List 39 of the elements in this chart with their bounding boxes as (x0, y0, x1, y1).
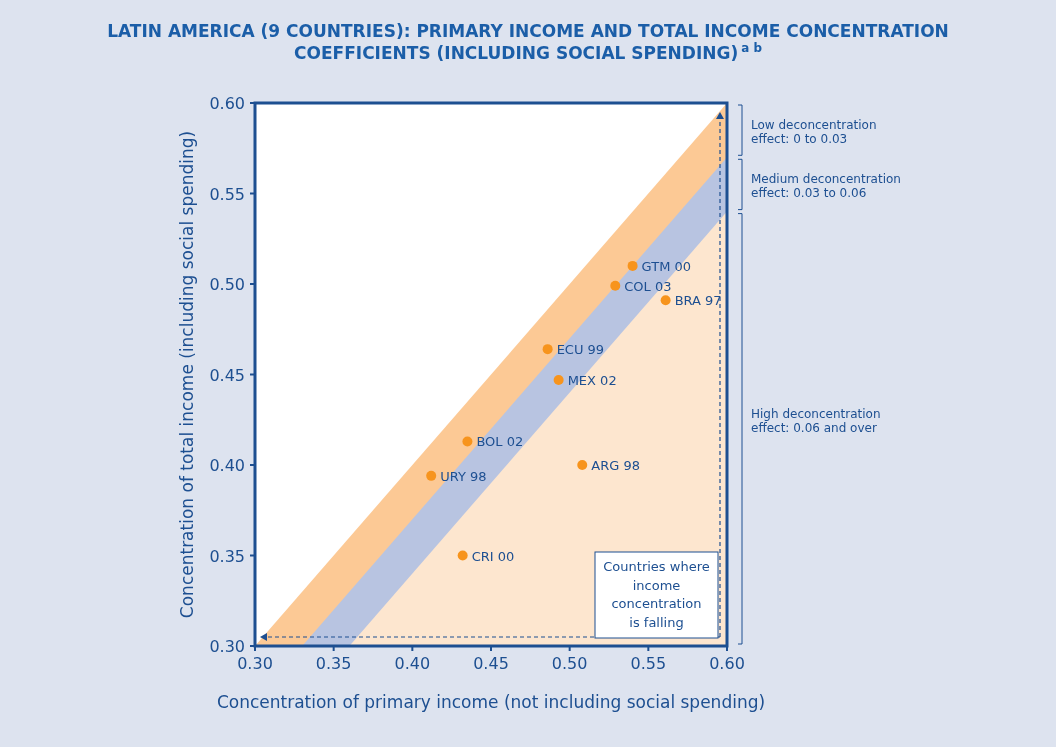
point (457, 550, 468, 561)
y-tick-label: 0.50 (209, 275, 245, 294)
x-tick-label: 0.45 (473, 654, 509, 673)
point (627, 260, 638, 271)
text: Medium deconcentration effect: 0.03 to 0.06 (751, 172, 901, 201)
y-tick-label: 0.40 (209, 456, 245, 475)
point (426, 470, 437, 481)
y-tick-label: 0.55 (209, 184, 245, 204)
y-tick-label: 0.45 (209, 365, 245, 385)
annotation: Countries where income concentration is falling (603, 559, 710, 630)
point (542, 344, 553, 355)
annotation: COL 03 (624, 278, 672, 294)
y-axis-title: Concentration of total income (including social spending) (177, 130, 197, 619)
x-tick-label: 0.60 (709, 654, 745, 673)
annotation: CRI 00 (471, 548, 515, 564)
annotation: BOL 02 (476, 434, 524, 450)
annotation: MEX 02 (567, 372, 617, 388)
point (577, 460, 588, 470)
annotation: BRA 97 (674, 293, 722, 309)
text: High deconcentration effect: 0.06 and over (751, 406, 881, 435)
chart-title: LATIN AMERICA (9 COUNTRIES): PRIMARY INCOME AND TOTAL INCOME CONCENTRATION COEFFICIENTS (INCLUDING SOCIAL SPENDING)$^{a b}$ (107, 21, 949, 63)
point (610, 280, 621, 291)
point (462, 436, 473, 447)
x-tick-label: 0.40 (394, 654, 431, 673)
text: Low deconcentration effect: 0 to 0.03 (751, 118, 877, 146)
y-tick-label: 0.30 (209, 637, 245, 656)
annotation: ECU 99 (556, 342, 605, 358)
annotation: URY 98 (440, 468, 487, 484)
x-tick-label: 0.50 (551, 654, 588, 673)
x-tick-label: 0.55 (630, 654, 667, 673)
x-axis-title: Concentration of primary income (not including social spending) (216, 692, 766, 712)
y-tick-label: 0.60 (209, 94, 245, 113)
point (553, 374, 564, 385)
annotation: ARG 98 (591, 458, 640, 473)
x-tick-label: 0.30 (237, 654, 273, 673)
x-tick-label: 0.35 (315, 654, 352, 673)
annotation: GTM 00 (641, 258, 692, 274)
y-tick-label: 0.35 (209, 546, 245, 566)
point (660, 295, 671, 306)
